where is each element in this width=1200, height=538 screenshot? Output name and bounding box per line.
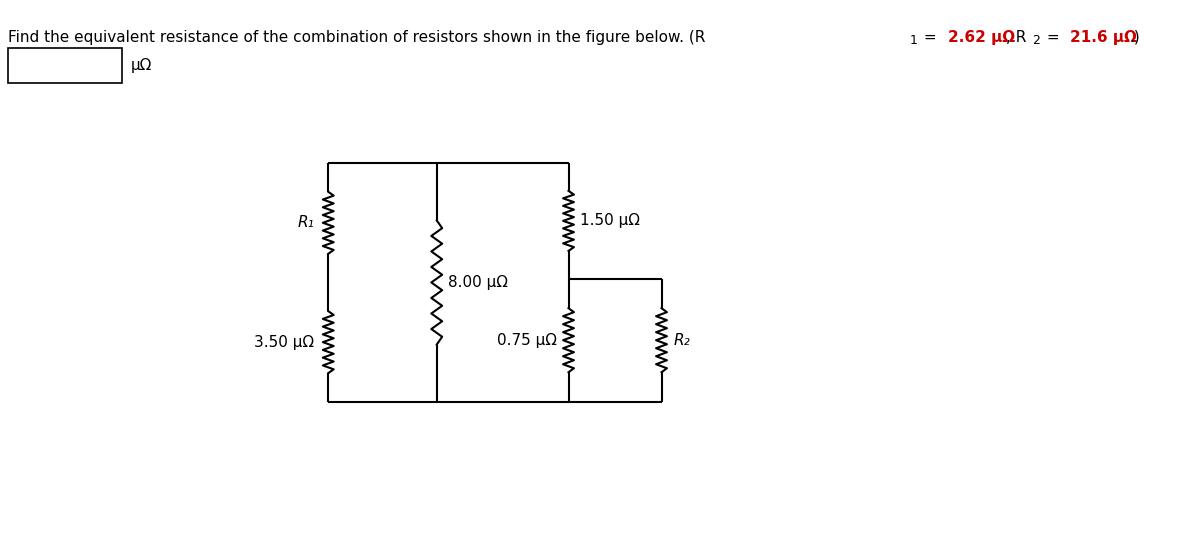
Text: =: = — [919, 30, 942, 45]
Text: =: = — [1042, 30, 1064, 45]
Text: 21.6 μΩ: 21.6 μΩ — [1070, 30, 1138, 45]
Text: Find the equivalent resistance of the combination of resistors shown in the figu: Find the equivalent resistance of the co… — [8, 30, 706, 45]
Text: 8.00 μΩ: 8.00 μΩ — [449, 275, 509, 290]
Text: 1.50 μΩ: 1.50 μΩ — [580, 214, 640, 228]
Text: R₁: R₁ — [298, 215, 314, 230]
Text: .): .) — [1129, 30, 1140, 45]
Text: 2: 2 — [1032, 34, 1040, 47]
Text: 3.50 μΩ: 3.50 μΩ — [254, 335, 314, 350]
Text: 2.62 μΩ: 2.62 μΩ — [948, 30, 1015, 45]
Text: , R: , R — [1006, 30, 1026, 45]
Text: 0.75 μΩ: 0.75 μΩ — [497, 332, 557, 348]
Text: R₂: R₂ — [673, 332, 690, 348]
Text: 1: 1 — [910, 34, 918, 47]
Text: μΩ: μΩ — [131, 59, 152, 73]
